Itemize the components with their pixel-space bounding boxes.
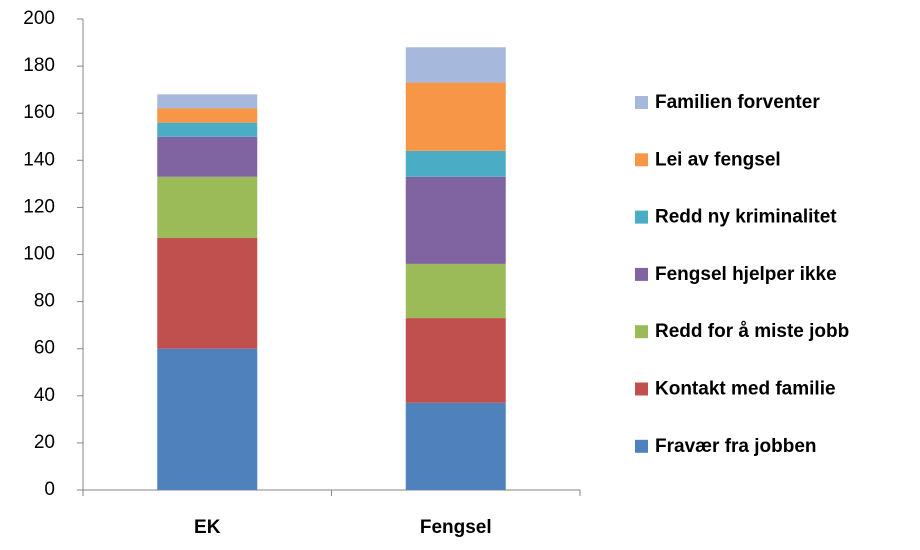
y-tick-label: 40 [34, 385, 55, 406]
bar-segment [157, 108, 258, 123]
y-tick-label: 20 [34, 432, 55, 453]
legend-label: Redd ny kriminalitet [655, 207, 837, 228]
legend-label: Fengsel hjelper ikke [655, 264, 837, 285]
y-tick-label: 60 [34, 338, 55, 359]
legend-swatch [635, 96, 648, 109]
legend-label: Kontakt med familie [655, 379, 836, 400]
bar-segment [405, 263, 506, 319]
bar-segment [405, 318, 506, 403]
legend-label: Lei av fengsel [655, 149, 781, 170]
bar-segment [157, 136, 258, 177]
bar-segment [405, 176, 506, 264]
legend-swatch [635, 153, 648, 167]
bar-segment [405, 47, 506, 83]
y-tick-label: 140 [23, 149, 55, 170]
y-tick-label: 160 [23, 102, 55, 123]
y-tick-label: 0 [44, 479, 55, 500]
y-tick-label: 100 [23, 244, 55, 265]
x-tick-label: EK [194, 517, 221, 538]
legend-swatch [635, 439, 648, 453]
legend-swatch [635, 210, 648, 224]
y-tick-label: 120 [23, 196, 55, 217]
legend-label: Redd for å miste jobb [655, 321, 849, 342]
y-tick-label: 80 [34, 291, 55, 312]
legend-swatch [635, 267, 648, 281]
legend-swatch [635, 382, 648, 396]
legend-label: Familien forventer [655, 92, 820, 113]
bar-segment [405, 82, 506, 151]
legend-label: Fravær fra jobben [655, 436, 817, 457]
legend-swatch [635, 325, 648, 339]
x-tick-label: Fengsel [420, 517, 492, 538]
bar-segment [405, 150, 506, 177]
y-tick-label: 180 [23, 55, 55, 76]
y-tick-label: 200 [23, 8, 55, 29]
bar-segment [157, 176, 258, 239]
bar-segment [157, 348, 258, 490]
bar-segment [157, 94, 258, 109]
bar-segment [405, 402, 506, 490]
bar-segment [157, 122, 258, 137]
bar-segment [157, 238, 258, 349]
